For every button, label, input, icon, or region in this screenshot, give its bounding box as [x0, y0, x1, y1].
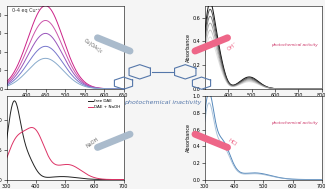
- Text: HCl: HCl: [227, 138, 238, 147]
- DAE + NaOH: [89, 175, 93, 178]
- Y-axis label: Absorbance: Absorbance: [187, 123, 191, 153]
- DAE + NaOH: [30, 126, 34, 129]
- DAE + NaOH: [122, 178, 125, 181]
- Text: photochemical activity: photochemical activity: [271, 43, 318, 47]
- free DAE: [19, 123, 23, 125]
- Legend: free DAE, DAE + NaOH: free DAE, DAE + NaOH: [87, 98, 122, 110]
- free DAE: [12, 100, 16, 102]
- X-axis label: Wavelength / nm: Wavelength / nm: [44, 99, 86, 104]
- Text: photochemical activity: photochemical activity: [271, 121, 318, 125]
- X-axis label: Wavelength / nm: Wavelength / nm: [242, 99, 284, 104]
- Y-axis label: Absorbance: Absorbance: [187, 33, 191, 62]
- Line: free DAE: free DAE: [6, 101, 124, 180]
- DAE + NaOH: [51, 162, 55, 164]
- free DAE: [43, 176, 47, 178]
- DAE + NaOH: [90, 176, 94, 178]
- Line: DAE + NaOH: DAE + NaOH: [6, 128, 124, 180]
- free DAE: [51, 176, 55, 178]
- Text: photochemical inactivity: photochemical inactivity: [124, 100, 201, 105]
- Text: NaOH: NaOH: [85, 137, 100, 149]
- DAE + NaOH: [78, 169, 82, 171]
- free DAE: [122, 178, 125, 181]
- free DAE: [89, 178, 93, 180]
- free DAE: [90, 178, 94, 180]
- free DAE: [5, 139, 8, 141]
- Text: OH⁻: OH⁻: [226, 41, 239, 52]
- DAE + NaOH: [5, 157, 8, 160]
- DAE + NaOH: [19, 132, 22, 134]
- Text: Cu(OAc)₂: Cu(OAc)₂: [82, 38, 103, 55]
- free DAE: [78, 177, 82, 179]
- DAE + NaOH: [43, 147, 47, 150]
- Text: 0-4 eq Cu²⁺: 0-4 eq Cu²⁺: [12, 8, 41, 13]
